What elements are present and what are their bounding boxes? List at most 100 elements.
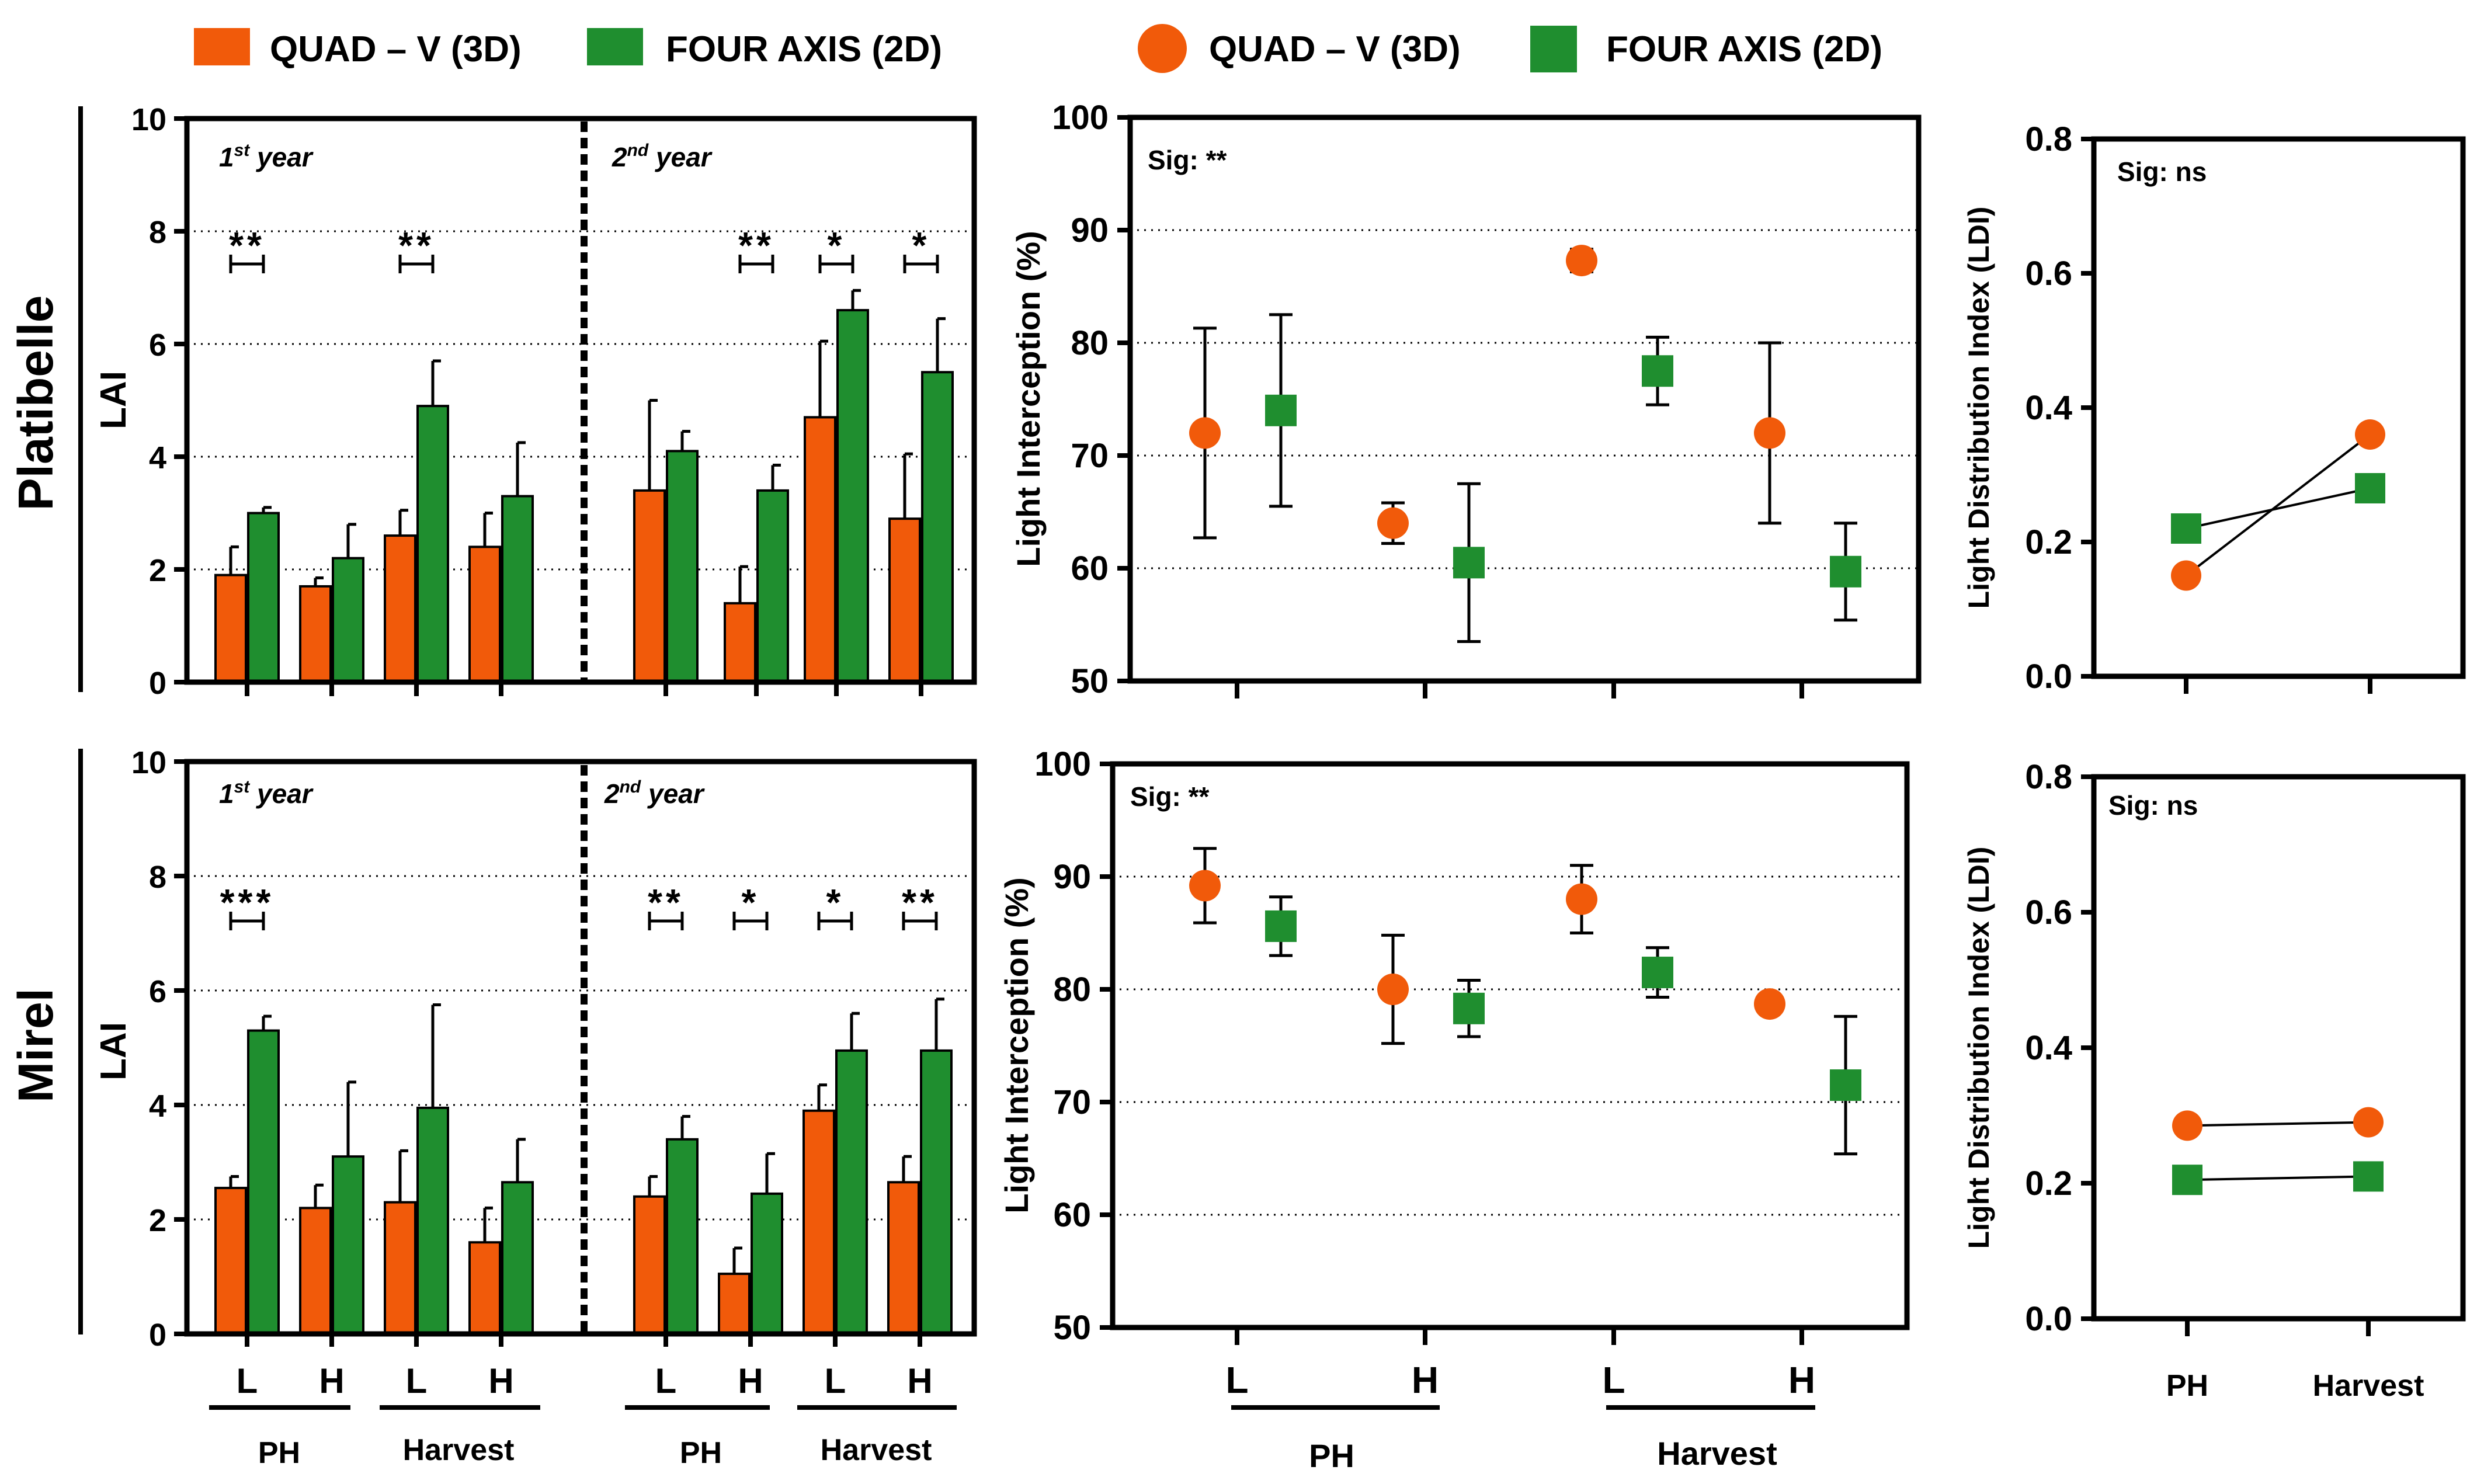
xtick-label: H bbox=[1788, 1359, 1815, 1401]
ldi-panel-platibelle: 0.0 0.2 0.4 0.6 0.8 Light Distribution I… bbox=[1962, 120, 2466, 696]
point-four bbox=[1830, 555, 1861, 588]
ytick-label: 4 bbox=[149, 1089, 166, 1124]
bar-quad bbox=[802, 1109, 835, 1336]
point-quad bbox=[1189, 417, 1221, 449]
bar-quad bbox=[633, 489, 666, 684]
ldi-sig-mirel: Sig: ns bbox=[2108, 790, 2198, 821]
bar-four bbox=[921, 371, 954, 683]
bar-quad bbox=[299, 1207, 332, 1335]
bar-quad bbox=[718, 1273, 751, 1336]
legend-marker-quad bbox=[1138, 24, 1187, 73]
point-four bbox=[1453, 992, 1485, 1024]
li-sig-platibelle: Sig: ** bbox=[1148, 145, 1227, 175]
row-label-mirel: Mirel bbox=[8, 749, 83, 1334]
ytick-label: 0.4 bbox=[2025, 389, 2072, 427]
li-xticks-platibelle bbox=[1235, 681, 1804, 698]
lai-ylabel-platibelle: LAI bbox=[93, 371, 134, 429]
li-xlabels-mirel: L H L H PH Harvest bbox=[1225, 1359, 1815, 1474]
point-four bbox=[2355, 473, 2385, 503]
lai-frame-platibelle bbox=[184, 116, 977, 685]
xtick-label: H bbox=[319, 1361, 344, 1400]
ldi-xticks-platibelle bbox=[2184, 676, 2372, 694]
ytick-label: 6 bbox=[149, 974, 166, 1009]
ldi-ylabel-platibelle: Light Distribution Index (LDI) bbox=[1962, 207, 1995, 609]
significance-stars: * bbox=[742, 881, 760, 923]
row-title-platibelle: Platibelle bbox=[8, 296, 63, 511]
group-label: Harvest bbox=[403, 1433, 515, 1467]
year-label-1: 1st year bbox=[219, 141, 314, 172]
point-four bbox=[1642, 957, 1673, 989]
group-label: Harvest bbox=[821, 1433, 932, 1467]
bar-four bbox=[751, 1192, 783, 1336]
point-quad bbox=[1189, 870, 1221, 902]
legend-points: QUAD – V (3D) FOUR AXIS (2D) bbox=[1138, 24, 1882, 73]
significance-stars: ** bbox=[902, 881, 938, 923]
significance-stars: ** bbox=[229, 224, 265, 266]
point-four bbox=[2171, 513, 2201, 544]
ytick-label: 0.6 bbox=[2025, 255, 2072, 293]
point-four bbox=[2353, 1161, 2384, 1192]
lai-panel-mirel: 0 2 4 6 8 10 LAI 1st year 2nd year *** **… bbox=[93, 745, 977, 1470]
point-quad bbox=[1566, 883, 1597, 915]
xtick-label: Harvest bbox=[2313, 1369, 2424, 1403]
bar-four bbox=[666, 450, 699, 683]
ytick-label: 2 bbox=[149, 1203, 166, 1238]
significance-stars: ** bbox=[648, 881, 684, 923]
ytick-label: 50 bbox=[1053, 1309, 1091, 1347]
legend-marker-four bbox=[1530, 26, 1577, 72]
bar-four bbox=[501, 495, 534, 683]
ytick-label: 10 bbox=[131, 102, 166, 137]
series-line-quad bbox=[2187, 1121, 2369, 1127]
lai-yticks-platibelle: 0 2 4 6 8 10 bbox=[131, 102, 187, 701]
ytick-label: 2 bbox=[149, 553, 166, 588]
legend-swatch-quad bbox=[194, 28, 250, 65]
point-quad bbox=[1754, 417, 1785, 449]
significance-stars: * bbox=[828, 224, 846, 266]
point-quad bbox=[2353, 1107, 2384, 1138]
series-line-four bbox=[2186, 487, 2371, 530]
ytick-label: 90 bbox=[1071, 211, 1109, 249]
bar-four bbox=[836, 309, 869, 683]
ldi-xticks-mirel bbox=[2185, 1319, 2371, 1336]
ldi-frame-platibelle bbox=[2091, 136, 2466, 679]
lai-panel-platibelle: 0 2 4 6 8 10 LAI 1st year 2nd year ** ** *… bbox=[93, 102, 977, 701]
ytick-label: 60 bbox=[1053, 1196, 1091, 1234]
li-yticks-platibelle: 50 60 70 80 90 100 bbox=[1052, 99, 1130, 700]
legend-label-four: FOUR AXIS (2D) bbox=[666, 29, 942, 69]
ytick-label: 90 bbox=[1053, 858, 1091, 896]
ldi-panel-mirel: 0.0 0.2 0.4 0.6 0.8 Light Distribution I… bbox=[1962, 758, 2466, 1403]
significance-stars: ** bbox=[738, 224, 774, 266]
lai-frame-mirel bbox=[184, 759, 977, 1337]
xtick-label: L bbox=[406, 1361, 428, 1400]
ldi-points-platibelle bbox=[2171, 419, 2385, 591]
li-panel-platibelle: 50 60 70 80 90 100 Light Interception (%… bbox=[1010, 99, 1922, 700]
li-frame-platibelle bbox=[1127, 114, 1922, 684]
lai-xticks-mirel bbox=[245, 1334, 922, 1347]
point-quad bbox=[1754, 988, 1785, 1020]
bar-quad bbox=[724, 602, 756, 684]
lai-xticks-platibelle bbox=[245, 682, 923, 696]
li-points-platibelle bbox=[1189, 245, 1861, 643]
bar-quad bbox=[384, 534, 416, 683]
bar-four bbox=[247, 512, 280, 683]
row-label-platibelle: Platibelle bbox=[8, 106, 83, 692]
point-quad bbox=[2172, 1110, 2202, 1141]
ytick-label: 50 bbox=[1071, 662, 1109, 700]
ytick-label: 60 bbox=[1071, 550, 1109, 588]
bar-four bbox=[332, 1155, 364, 1335]
significance-stars: * bbox=[912, 224, 930, 266]
ldi-points-mirel bbox=[2172, 1107, 2384, 1195]
point-quad bbox=[1377, 974, 1409, 1005]
ytick-label: 10 bbox=[131, 745, 166, 780]
xtick-label: L bbox=[237, 1361, 258, 1400]
li-ylabel-mirel: Light Interception (%) bbox=[998, 877, 1035, 1214]
lai-yticks-mirel: 0 2 4 6 8 10 bbox=[131, 745, 187, 1353]
li-xticks-mirel bbox=[1235, 1327, 1804, 1345]
ldi-yticks-mirel: 0.0 0.2 0.4 0.6 0.8 bbox=[2025, 758, 2094, 1338]
li-points-mirel bbox=[1189, 847, 1861, 1156]
legend-swatch-four bbox=[587, 28, 643, 65]
ldi-sig-platibelle: Sig: ns bbox=[2117, 157, 2207, 187]
lai-bars-platibelle bbox=[214, 289, 954, 684]
ytick-label: 0.0 bbox=[2025, 1300, 2072, 1338]
